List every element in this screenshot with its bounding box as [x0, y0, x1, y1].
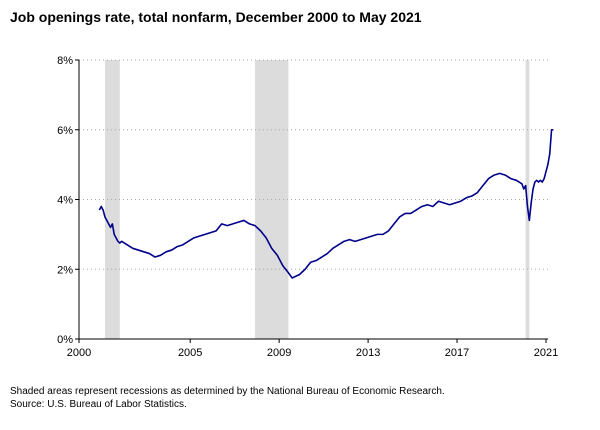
axes: [78, 60, 548, 343]
x-tick-label-1: 2005: [178, 347, 202, 359]
x-tick-label-3: 2013: [356, 347, 380, 359]
recession-footnote: Shaded areas represent recessions as det…: [10, 386, 445, 397]
y-tick-label-1: 2%: [57, 264, 73, 276]
chart-title: Job openings rate, total nonfarm, Decemb…: [10, 9, 422, 25]
y-tick-label-0: 0%: [57, 334, 73, 346]
x-tick-label-4: 2017: [445, 347, 469, 359]
series-line-layer: [98, 128, 554, 279]
y-tick-labels: 0% 2% 4% 6% 8%: [57, 55, 73, 346]
grid-lines: [75, 59, 548, 340]
x-tick-label-2: 2009: [267, 347, 291, 359]
x-tick-labels: 2000 2005 2009 2013 2017 2021: [67, 347, 558, 359]
recession-band-0: [104, 60, 120, 339]
source-footnote: Source: U.S. Bureau of Labor Statistics.: [10, 399, 187, 410]
job-openings-line-chart: 0% 2% 4% 6% 8% 2000 2005 2009 2013 2017 2021: [57, 55, 558, 359]
y-tick-label-4: 8%: [57, 55, 73, 67]
x-tick-label-0: 2000: [67, 347, 91, 359]
x-tick-label-5: 2021: [534, 347, 558, 359]
recession-shading: [104, 60, 530, 339]
series-line-0: [98, 128, 554, 279]
y-tick-label-2: 4%: [57, 195, 73, 207]
y-tick-label-3: 6%: [57, 125, 73, 137]
